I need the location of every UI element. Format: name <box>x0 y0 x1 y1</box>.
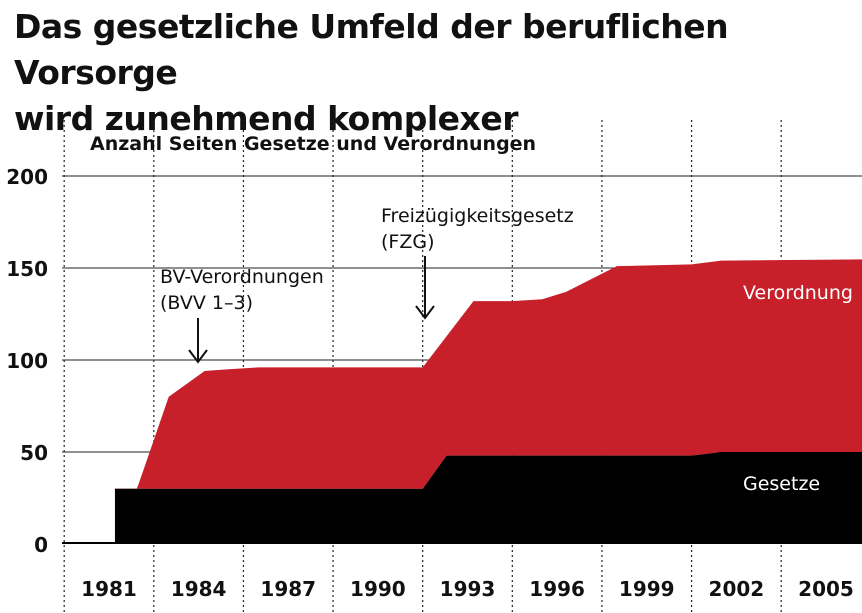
x-tick-1993: 1993 <box>440 577 496 601</box>
annotation-1-line1: Freizügigkeitsgesetz <box>381 205 574 227</box>
x-tick-2002: 2002 <box>709 577 765 601</box>
title-line-2: wird zunehmend komplexer <box>14 99 519 138</box>
x-tick-labels: 1981 1984 1987 1990 1993 1996 1999 2002 2005 <box>81 577 854 601</box>
annotation-0-arrow-head <box>188 349 208 364</box>
annotation-1-arrow-head <box>415 305 435 320</box>
annotations: BV-Verordnungen (BVV 1–3) Freizügigkeitsge… <box>160 205 574 364</box>
series-label-gesetze: Gesetze <box>743 473 820 495</box>
x-tick-1981: 1981 <box>81 577 137 601</box>
y-tick-0: 0 <box>34 533 48 557</box>
x-tick-1999: 1999 <box>619 577 675 601</box>
y-tick-50: 50 <box>20 441 48 465</box>
x-tick-2005: 2005 <box>798 577 854 601</box>
x-tick-1990: 1990 <box>350 577 406 601</box>
y-tick-200: 200 <box>6 165 48 189</box>
chart-title: Das gesetzliche Umfeld der beruflichen V… <box>14 4 854 142</box>
y-tick-150: 150 <box>6 257 48 281</box>
annotation-0-line1: BV-Verordnungen <box>160 266 324 288</box>
y-axis-label: Anzahl Seiten Gesetze und Verordnungen <box>90 133 536 155</box>
stacked-areas <box>62 259 862 544</box>
area-gesetze <box>100 452 862 544</box>
y-tick-labels: 0 50 100 150 200 <box>6 165 48 557</box>
x-tick-1996: 1996 <box>529 577 585 601</box>
area-verordnung <box>114 259 862 544</box>
y-tick-100: 100 <box>6 349 48 373</box>
x-tick-1987: 1987 <box>260 577 316 601</box>
annotation-0-line2: (BVV 1–3) <box>160 292 253 314</box>
annotation-1-line2: (FZG) <box>381 231 435 253</box>
title-line-1: Das gesetzliche Umfeld der beruflichen V… <box>14 7 729 92</box>
x-tick-1984: 1984 <box>171 577 227 601</box>
series-label-verordnung: Verordnung <box>743 282 853 304</box>
